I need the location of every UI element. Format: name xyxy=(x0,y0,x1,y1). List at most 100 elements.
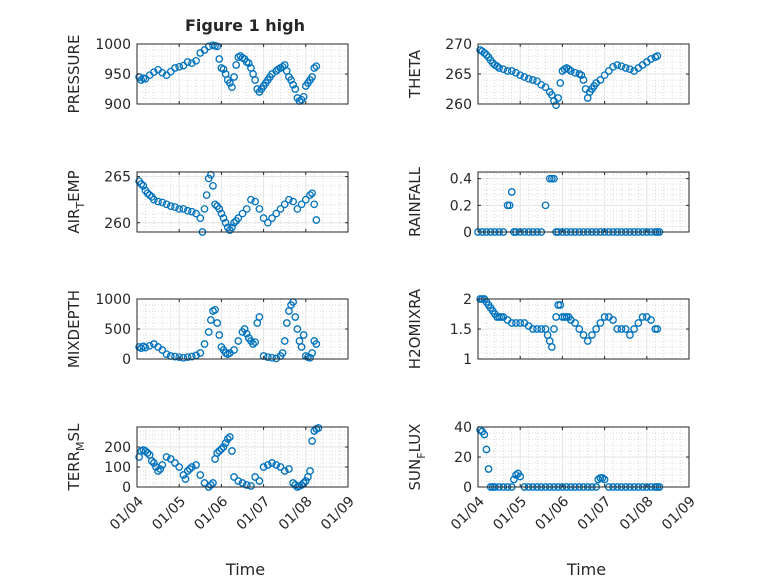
data-point xyxy=(583,337,592,345)
data-point xyxy=(166,455,175,463)
data-point xyxy=(175,205,184,213)
data-point xyxy=(613,325,622,333)
data-point xyxy=(219,214,228,223)
data-point xyxy=(566,67,575,75)
y-axis-label: AIRTEMP xyxy=(65,170,87,233)
x-tick-label: 01/07 xyxy=(234,494,274,534)
data-point xyxy=(234,477,243,485)
data-point xyxy=(596,76,605,84)
data-point xyxy=(181,475,190,483)
data-series xyxy=(476,295,662,351)
data-point xyxy=(533,325,541,333)
data-point xyxy=(308,349,316,357)
data-point xyxy=(308,189,316,198)
data-point xyxy=(213,42,222,51)
data-point xyxy=(626,331,634,339)
data-point xyxy=(202,191,211,199)
data-point xyxy=(308,437,316,445)
y-axis-label: TERRMSL xyxy=(65,423,87,492)
data-point xyxy=(255,205,264,213)
subplot-3: 260 265 AIRTEMP xyxy=(65,170,349,236)
data-point xyxy=(225,433,234,441)
data-point xyxy=(137,344,146,353)
data-point xyxy=(259,214,268,223)
data-point xyxy=(272,354,281,363)
y-axis-label: RAINFALL xyxy=(406,166,424,237)
data-point xyxy=(183,206,192,215)
data-point xyxy=(579,76,588,84)
data-point xyxy=(604,67,613,75)
data-point xyxy=(196,471,205,479)
data-point xyxy=(600,313,609,321)
data-point xyxy=(512,319,520,327)
data-point xyxy=(278,349,287,357)
data-point xyxy=(209,479,217,487)
data-point xyxy=(247,195,255,204)
data-point xyxy=(516,472,525,481)
data-point xyxy=(312,62,321,71)
data-point xyxy=(188,207,196,216)
data-point xyxy=(547,343,556,351)
data-point xyxy=(482,445,491,454)
x-tick-label: 01/08 xyxy=(617,494,657,534)
x-axis-label: Time xyxy=(566,560,606,579)
data-point xyxy=(162,350,171,359)
y-tick-label: 0 xyxy=(122,352,131,368)
data-point xyxy=(150,459,158,467)
data-point xyxy=(217,209,226,218)
data-point xyxy=(293,205,302,213)
axes-box xyxy=(136,426,349,488)
subplot-5: 0 500 1000 MIXDEPTH xyxy=(65,290,349,368)
data-point xyxy=(145,341,154,350)
data-point xyxy=(552,101,560,110)
axes-box xyxy=(477,171,690,233)
data-point xyxy=(217,445,226,453)
data-series xyxy=(135,298,321,363)
plot-area xyxy=(478,172,689,232)
data-point xyxy=(626,65,634,74)
data-series xyxy=(135,41,321,105)
data-point xyxy=(282,319,291,327)
data-point xyxy=(306,191,314,199)
data-point xyxy=(175,353,184,362)
data-point xyxy=(276,463,285,471)
data-point xyxy=(242,205,251,213)
data-point xyxy=(507,319,516,327)
data-point xyxy=(276,205,285,213)
x-tick-label: 01/07 xyxy=(575,494,615,534)
data-point xyxy=(263,461,272,469)
data-point xyxy=(571,68,579,77)
data-point xyxy=(244,59,253,68)
x-tick-label: 01/06 xyxy=(191,494,231,534)
subplot-4: 0 0.2 0.4 RAINFALL xyxy=(406,166,690,241)
data-point xyxy=(480,430,489,439)
data-point xyxy=(228,447,236,455)
data-point xyxy=(306,353,314,362)
y-axis-label: MIXDEPTH xyxy=(65,290,83,368)
data-point xyxy=(550,174,558,183)
y-tick-label: 1000 xyxy=(95,37,131,53)
data-point xyxy=(230,473,238,481)
data-point xyxy=(564,65,573,74)
data-point xyxy=(314,424,323,432)
data-point xyxy=(207,481,215,489)
y-tick-label: 0.4 xyxy=(450,172,472,188)
data-point xyxy=(143,449,152,457)
data-point xyxy=(493,62,501,71)
data-point xyxy=(280,200,289,209)
y-tick-label: 0 xyxy=(463,225,472,241)
y-axis-label: H2OMIXRA xyxy=(406,288,424,369)
data-point xyxy=(312,216,321,224)
data-point xyxy=(183,353,192,362)
data-point xyxy=(141,447,150,455)
data-point xyxy=(263,218,272,227)
plot-area xyxy=(137,427,348,487)
y-tick-label: 265 xyxy=(445,67,472,83)
data-point xyxy=(225,79,234,87)
data-point xyxy=(520,73,529,81)
data-point xyxy=(613,61,622,69)
data-point xyxy=(630,325,638,333)
data-point xyxy=(554,94,563,102)
subplot-2: 260 265 270 THETA xyxy=(406,37,690,113)
